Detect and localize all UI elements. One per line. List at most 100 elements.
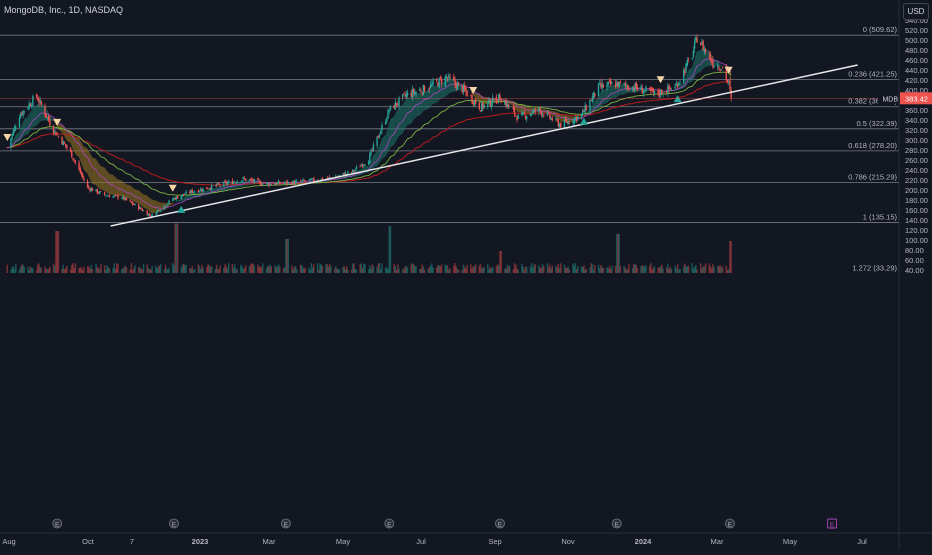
candle-body (296, 181, 297, 182)
candle-body (363, 165, 364, 166)
candle-body (601, 84, 602, 89)
volume-bar (261, 266, 262, 273)
ribbon-segment (96, 159, 97, 187)
volume-bar (704, 266, 705, 273)
candle-body (644, 90, 645, 91)
volume-bar (233, 267, 234, 273)
candle-body (284, 183, 285, 184)
candle-body (608, 82, 609, 84)
volume-bar (700, 263, 701, 273)
volume-bar (344, 266, 345, 273)
candle-body (250, 179, 251, 180)
volume-bar (499, 251, 500, 273)
ribbon-segment (100, 165, 101, 190)
volume-bar (397, 264, 398, 273)
volume-bar (99, 270, 100, 273)
candle-body (470, 95, 471, 96)
candle-body (353, 171, 354, 172)
candle-body (75, 161, 76, 163)
volume-bar (308, 268, 309, 273)
volume-bar (559, 268, 560, 273)
volume-bar (657, 268, 658, 273)
candle-body (712, 60, 713, 67)
candle-body (453, 77, 454, 80)
candle-body (244, 178, 245, 179)
volume-bar (121, 269, 122, 273)
candle-body (257, 178, 258, 180)
earnings-marker-label: E (284, 522, 289, 529)
volume-bar (376, 267, 377, 273)
y-tick-label: 320.00 (905, 126, 928, 135)
volume-bar (576, 269, 577, 273)
candle-body (516, 117, 517, 120)
volume-bar (586, 269, 587, 273)
volume-bar (393, 264, 394, 273)
volume-bar (694, 267, 695, 273)
volume-bar (49, 266, 50, 273)
candle-body (722, 67, 723, 68)
volume-bar (66, 266, 67, 273)
volume-bar (353, 263, 354, 273)
candle-body (271, 184, 272, 185)
candle-body (359, 167, 360, 168)
y-tick-label: 520.00 (905, 26, 928, 35)
candle-body (194, 191, 195, 192)
earnings-marker-label: E (615, 522, 620, 529)
candle-body (219, 185, 220, 186)
candle-body (97, 189, 98, 193)
ribbon-segment (380, 142, 381, 163)
ribbon-segment (83, 144, 84, 169)
volume-bar (603, 268, 604, 273)
candle-body (99, 191, 100, 193)
volume-bar (198, 264, 199, 273)
volume-bar (705, 263, 706, 273)
candle-body (155, 214, 156, 215)
volume-bar (91, 265, 92, 273)
volume-bar (415, 266, 416, 273)
candle-body (133, 204, 134, 205)
candle-body (623, 83, 624, 84)
volume-bar (363, 264, 364, 273)
y-tick-label: 500.00 (905, 36, 928, 45)
volume-bar (573, 265, 574, 273)
currency-button[interactable]: USD (903, 3, 929, 20)
candle-body (342, 173, 343, 175)
candle-body (538, 108, 539, 113)
y-tick-label: 280.00 (905, 146, 928, 155)
y-tick-label: 100.00 (905, 236, 928, 245)
candle-body (626, 86, 627, 87)
volume-bar (303, 269, 304, 273)
volume-bar (302, 267, 303, 273)
volume-bar (97, 267, 98, 273)
ribbon-segment (600, 92, 601, 107)
volume-bar (695, 265, 696, 273)
volume-bar (632, 268, 633, 273)
y-tick-label: 120.00 (905, 226, 928, 235)
volume-bar (560, 263, 561, 273)
candle-body (657, 90, 658, 94)
volume-bar (490, 267, 491, 273)
volume-bar (448, 270, 449, 273)
volume-bar (432, 268, 433, 273)
volume-bar (63, 265, 64, 273)
candle-body (11, 134, 12, 139)
volume-bar (117, 264, 118, 273)
volume-bar (428, 269, 429, 273)
candle-body (36, 95, 37, 97)
ribbon-segment (608, 86, 609, 102)
candle-body (87, 181, 88, 187)
candle-body (54, 130, 55, 132)
ribbon-segment (420, 93, 421, 116)
volume-bar (685, 266, 686, 273)
candle-body (41, 101, 42, 105)
candle-body (274, 184, 275, 185)
candle-body (514, 108, 515, 115)
volume-bar (441, 264, 442, 273)
volume-bar (22, 265, 23, 273)
volume-bar (380, 270, 381, 273)
volume-bar (379, 263, 380, 273)
volume-bar (533, 264, 534, 273)
candle-body (627, 85, 628, 89)
